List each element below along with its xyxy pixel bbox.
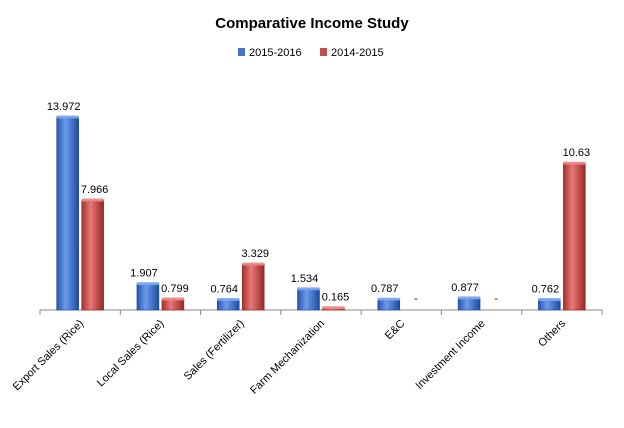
bar-cap [136,282,159,286]
bar-2014-2015-Others [563,162,586,311]
data-label: - [494,293,498,305]
bar-2015-2016-Sales (Fertilizer) [216,299,240,311]
data-label: 0.799 [161,283,189,295]
bar-2014-2015-Local Sales (Rice) [161,298,185,311]
bar-cap [297,287,320,291]
data-label: 0.764 [210,283,238,295]
data-label: 13.972 [47,101,81,113]
legend-swatch [320,48,327,56]
bar-cap [81,198,104,202]
chart-title: Comparative Income Study [215,15,409,32]
bar-2015-2016-Others [538,299,561,311]
plot-area: 13.972 7.966 Export Sales (Rice) 1.9070.799… [11,101,603,397]
data-label: 0.762 [532,283,560,295]
bar-2015-2016-Investment Income [457,297,481,311]
bar-2014-2015-Export Sales (Rice) [81,199,104,311]
legend: 2015-2016 2014-2015 [238,47,384,59]
data-label: 0.787 [371,283,399,295]
bar-2015-2016-Local Sales (Rice) [136,283,160,311]
bar-cap [322,306,345,310]
bar-cap [458,296,481,300]
data-label: 10.63 [563,147,591,159]
category-label: Investment Income [413,318,487,392]
bar-cap [217,297,240,301]
category-label: Local Sales (Rice) [95,318,167,390]
category-label: Others [536,317,568,349]
category-label: Farm Mechanization [248,318,327,397]
bar-2015-2016-E&C [377,298,401,311]
bar-cap [56,115,79,119]
bar-cap [563,161,586,165]
bar-cap [377,297,400,301]
data-label: 1.534 [291,273,319,285]
bar-cap [161,297,184,301]
bar-cap [538,297,561,301]
bar-2015-2016-Farm Mechanization [297,288,320,311]
data-label: 0.165 [322,292,350,304]
bar-2014-2015-Sales (Fertilizer) [241,263,265,311]
category-label: Sales (Fertilizer) [182,318,247,383]
data-label: - [414,293,418,305]
data-label: 1.907 [130,268,158,280]
legend-entry: 2015-2016 [249,47,302,59]
bar-cap [242,262,265,266]
data-label: 7.966 [81,184,109,196]
legend-swatch [238,48,245,56]
legend-entry: 2014-2015 [331,47,384,59]
data-label: 0.877 [451,282,479,294]
data-label: 3.329 [241,248,269,260]
bar-2015-2016-Export Sales (Rice) [56,116,79,311]
category-label: E&C [383,318,408,343]
category-label: Export Sales (Rice) [11,318,86,393]
